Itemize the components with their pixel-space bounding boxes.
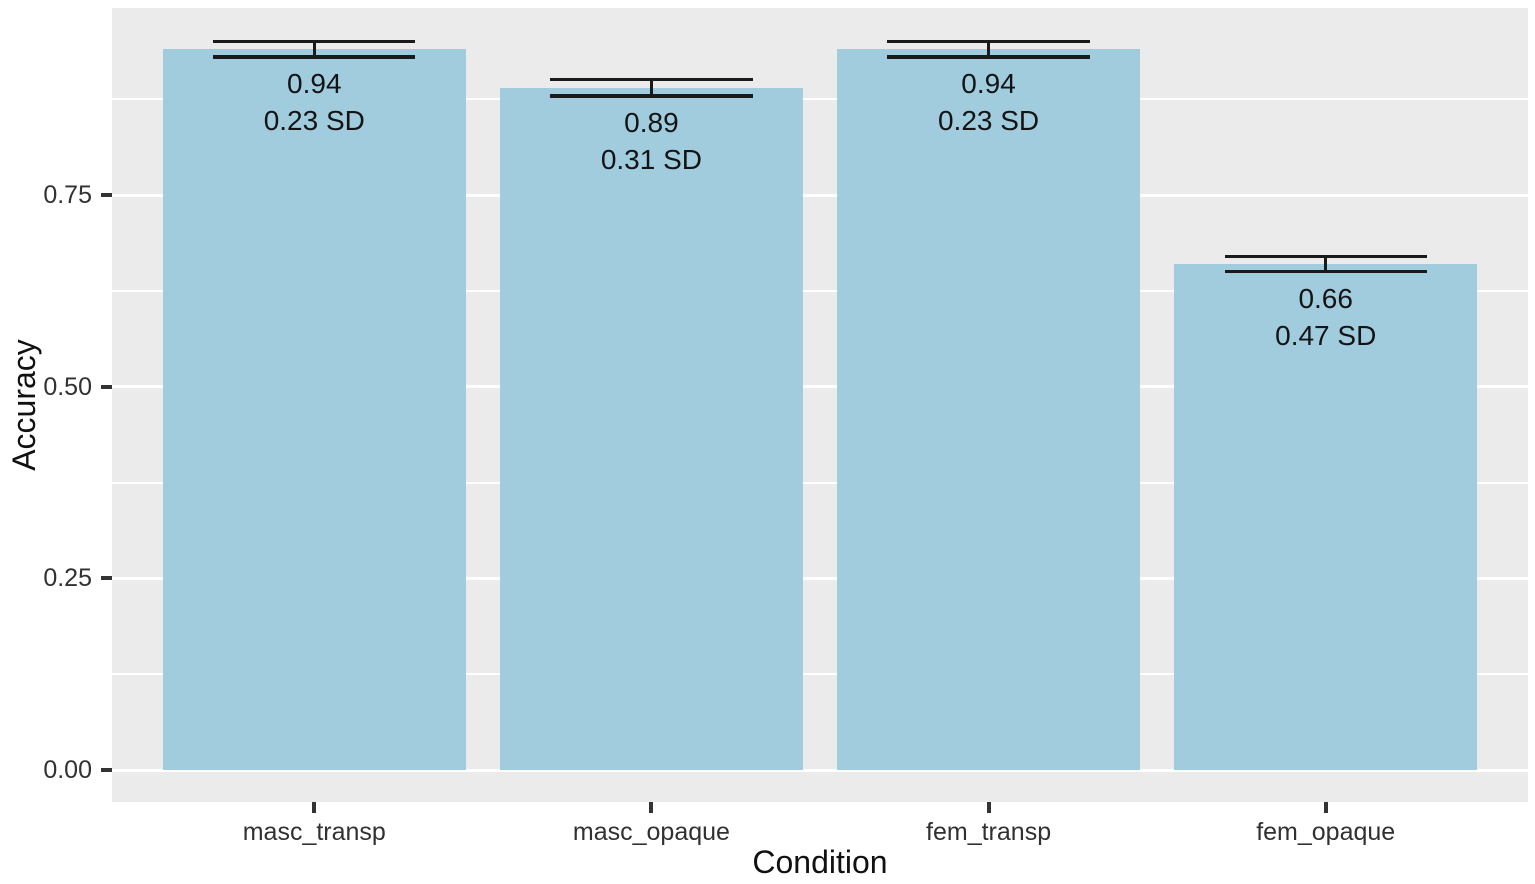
y-gridline-major (112, 193, 1528, 197)
error-bar-stem (649, 79, 654, 97)
y-tick-label: 0.75 (43, 181, 92, 210)
error-bar-cap-bottom (550, 94, 753, 98)
error-bar-stem (986, 41, 991, 58)
bar-masc_opaque (499, 87, 804, 771)
x-tick-mark (1323, 802, 1328, 813)
y-gridline-minor (112, 98, 1528, 101)
bar-value-label: 0.94 0.23 SD (263, 68, 365, 137)
error-bar-cap-bottom (213, 55, 416, 59)
y-gridline-major (112, 768, 1528, 772)
y-axis-title: Accuracy (6, 339, 42, 471)
y-tick-mark (101, 576, 112, 581)
y-gridline-minor (112, 481, 1528, 484)
bar-masc_transp (162, 49, 466, 771)
bar-value-label: 0.94 0.23 SD (937, 68, 1040, 137)
y-gridline-minor (112, 289, 1528, 292)
y-tick-mark (101, 384, 112, 389)
y-tick-label: 0.50 (43, 372, 92, 401)
x-tick-label-fem_opaque: fem_opaque (1256, 818, 1396, 846)
x-tick-label-masc_opaque: masc_opaque (572, 818, 730, 846)
error-bar-cap-bottom (1224, 269, 1427, 274)
error-bar-stem (312, 41, 317, 58)
error-bar-cap-bottom (887, 55, 1090, 59)
x-tick-label-fem_transp: fem_transp (926, 818, 1052, 846)
y-tick-mark (101, 768, 112, 773)
bar-value-label: 0.66 0.47 SD (1275, 283, 1377, 352)
plot-panel: 0.94 0.23 SD 0.89 0.31 SD 0.94 0.23 SD 0.66… (112, 8, 1528, 802)
error-bar-stem (1323, 256, 1328, 272)
y-tick-label: 0.25 (43, 564, 92, 593)
y-gridline-major (112, 385, 1528, 389)
x-tick-mark (312, 802, 317, 813)
y-tick-label: 0.00 (43, 756, 92, 785)
x-axis-title: Condition (752, 844, 888, 880)
bar-fem_transp (836, 49, 1141, 771)
y-gridline-minor (112, 673, 1528, 676)
bar-value-label: 0.89 0.31 SD (600, 106, 702, 175)
x-tick-label-masc_transp: masc_transp (242, 818, 386, 846)
y-tick-mark (101, 193, 112, 198)
bar-fem_opaque (1174, 264, 1478, 771)
x-tick-mark (986, 802, 991, 813)
y-gridline-major (112, 576, 1528, 580)
x-tick-mark (649, 802, 654, 813)
